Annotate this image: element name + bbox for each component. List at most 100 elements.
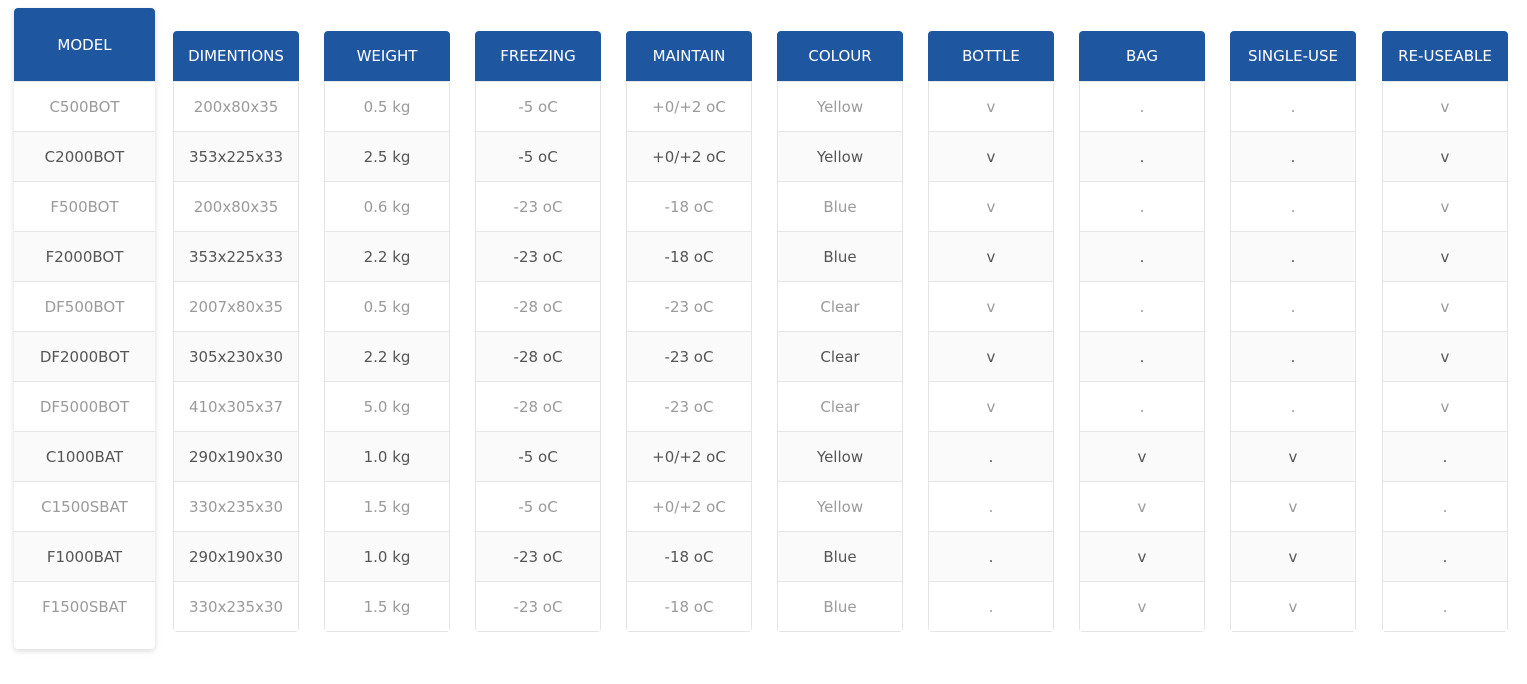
table-cell: -28 oC [476, 331, 600, 381]
table-cell: -23 oC [476, 181, 600, 231]
table-cell: Yellow [778, 481, 902, 531]
table-cell: . [1383, 431, 1507, 481]
table-cell: Blue [778, 581, 902, 631]
table-cell: -23 oC [627, 381, 751, 431]
table-cell: -5 oC [476, 81, 600, 131]
table-cell: . [1080, 331, 1204, 381]
table-cell: C1000BAT [14, 431, 155, 481]
table-cell: . [1231, 181, 1355, 231]
table-cell: v [1080, 581, 1204, 631]
table-cell: 2.2 kg [325, 231, 449, 281]
column-header: WEIGHT [324, 31, 450, 81]
table-cell: 330x235x30 [174, 481, 298, 531]
table-cell: . [1383, 481, 1507, 531]
column-header: BAG [1079, 31, 1205, 81]
table-cell: v [1080, 481, 1204, 531]
table-cell: 1.5 kg [325, 481, 449, 531]
table-cell: 0.5 kg [325, 81, 449, 131]
table-cell: -23 oC [476, 231, 600, 281]
table-cell: -5 oC [476, 481, 600, 531]
table-cell: v [1383, 181, 1507, 231]
column-dimentions: DIMENTIONS 200x80x35 353x225x33 200x80x35 35… [173, 31, 299, 632]
table-cell: v [1383, 131, 1507, 181]
table-cell: v [1231, 581, 1355, 631]
table-cell: 353x225x33 [174, 231, 298, 281]
table-cell: Blue [778, 531, 902, 581]
column-header: COLOUR [777, 31, 903, 81]
table-cell: v [1383, 281, 1507, 331]
table-cell: DF5000BOT [14, 381, 155, 431]
table-cell: +0/+2 oC [627, 431, 751, 481]
table-cell: 2007x80x35 [174, 281, 298, 331]
column-weight: WEIGHT 0.5 kg 2.5 kg 0.6 kg 2.2 kg 0.5 kg 2.2 … [324, 31, 450, 632]
table-cell: v [1231, 481, 1355, 531]
table-cell: . [1080, 231, 1204, 281]
table-cell: Blue [778, 181, 902, 231]
table-cell: v [1383, 231, 1507, 281]
table-cell: v [929, 281, 1053, 331]
table-cell: -23 oC [476, 581, 600, 631]
table-cell: 353x225x33 [174, 131, 298, 181]
column-single_use: SINGLE-USE....... v v v v [1230, 31, 1356, 632]
table-cell: C500BOT [14, 81, 155, 131]
table-cell: v [1231, 431, 1355, 481]
table-cell: 290x190x30 [174, 531, 298, 581]
table-cell: C1500SBAT [14, 481, 155, 531]
table-cell: -28 oC [476, 381, 600, 431]
table-cell: +0/+2 oC [627, 81, 751, 131]
table-cell: F1500SBAT [14, 581, 155, 631]
table-cell: -23 oC [627, 331, 751, 381]
table-cell: 290x190x30 [174, 431, 298, 481]
table-cell: -5 oC [476, 431, 600, 481]
table-cell: Yellow [778, 81, 902, 131]
table-cell: . [1383, 531, 1507, 581]
table-cell: 330x235x30 [174, 581, 298, 631]
table-cell: -23 oC [476, 531, 600, 581]
column-header: SINGLE-USE [1230, 31, 1356, 81]
table-cell: Clear [778, 381, 902, 431]
table-cell: . [1080, 131, 1204, 181]
table-cell: . [929, 531, 1053, 581]
table-cell: v [929, 331, 1053, 381]
column-header: DIMENTIONS [173, 31, 299, 81]
table-cell: v [1231, 531, 1355, 581]
table-cell: -5 oC [476, 131, 600, 181]
table-cell: . [1231, 131, 1355, 181]
table-cell: 410x305x37 [174, 381, 298, 431]
column-maintain: MAINTAIN +0/+2 oC +0/+2 oC -18 oC -18 oC -23 … [626, 31, 752, 632]
column-header: MAINTAIN [626, 31, 752, 81]
table-cell: DF500BOT [14, 281, 155, 331]
table-cell: F1000BAT [14, 531, 155, 581]
table-cell: v [1080, 531, 1204, 581]
column-header: RE-USEABLE [1382, 31, 1508, 81]
table-cell: v [1080, 431, 1204, 481]
table-cell: v [1383, 381, 1507, 431]
table-cell: v [1383, 81, 1507, 131]
table-cell: v [929, 231, 1053, 281]
table-cell: C2000BOT [14, 131, 155, 181]
table-cell: 5.0 kg [325, 381, 449, 431]
table-cell: . [929, 431, 1053, 481]
table-cell: -18 oC [627, 181, 751, 231]
table-cell: 0.6 kg [325, 181, 449, 231]
table-cell: DF2000BOT [14, 331, 155, 381]
table-cell: F500BOT [14, 181, 155, 231]
table-cell: 1.5 kg [325, 581, 449, 631]
table-cell: -28 oC [476, 281, 600, 331]
table-cell: . [1080, 81, 1204, 131]
table-cell: v [929, 81, 1053, 131]
table-cell: v [1383, 331, 1507, 381]
column-header: FREEZING [475, 31, 601, 81]
table-cell: Yellow [778, 131, 902, 181]
table-cell: v [929, 381, 1053, 431]
table-cell: . [1080, 381, 1204, 431]
table-cell: -23 oC [627, 281, 751, 331]
table-cell: 1.0 kg [325, 531, 449, 581]
column-re_useable: RE-USEABLE v v v v v v v.... [1382, 31, 1508, 632]
table-cell: 2.5 kg [325, 131, 449, 181]
column-header: MODEL [14, 8, 155, 81]
table-cell: 200x80x35 [174, 181, 298, 231]
table-cell: . [1231, 81, 1355, 131]
table-cell: 305x230x30 [174, 331, 298, 381]
